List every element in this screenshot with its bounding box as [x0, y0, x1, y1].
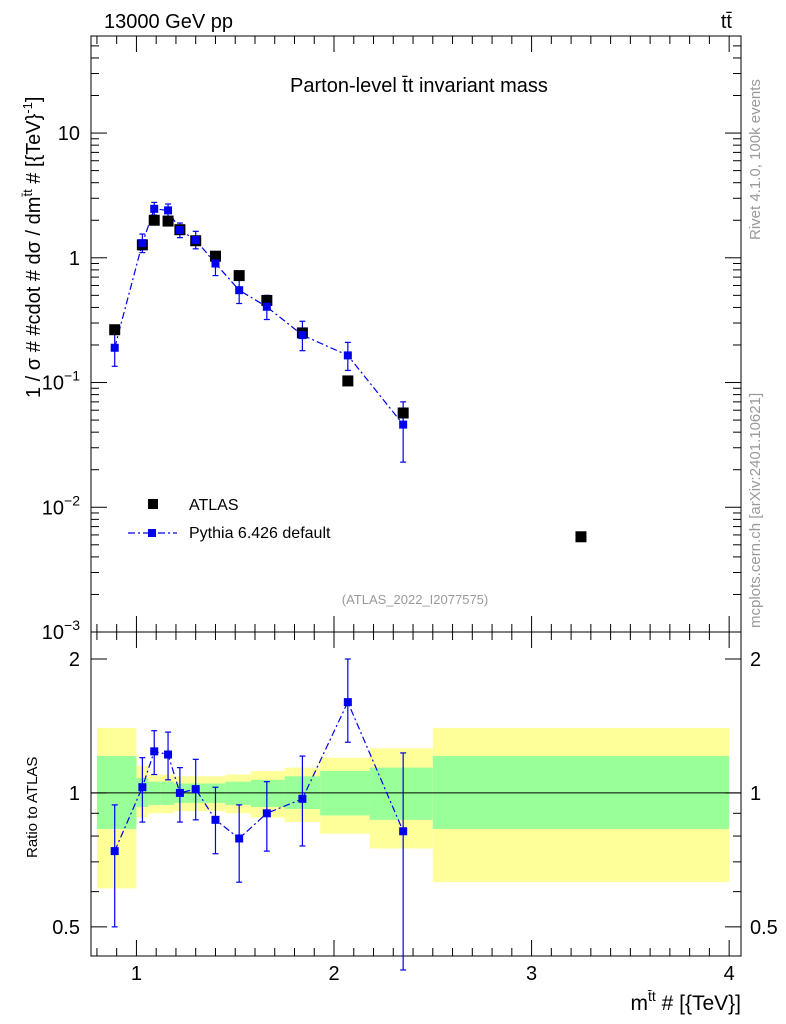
- pythia-line: [114, 208, 404, 425]
- main-plot-frame: [90, 35, 742, 633]
- atlas-point: [148, 214, 160, 226]
- ratio-pythia-point: [399, 827, 408, 836]
- x-tick-label: 3: [526, 963, 537, 985]
- pythia-point: [175, 226, 184, 235]
- main-plot-title: Parton-level t̄t invariant mass: [290, 75, 548, 97]
- ratio-pythia-point: [138, 783, 147, 792]
- main-y-axis-label-sup: t̄t: [20, 189, 35, 197]
- ratio-y-tick-label-left: 0.5: [52, 917, 80, 939]
- ratio-pythia-point: [191, 785, 200, 794]
- x-tick-label: 2: [328, 963, 339, 985]
- main-y-tick-label-base: 10: [42, 497, 64, 519]
- atlas-point: [397, 407, 409, 419]
- main-y-tick-label: 10−3: [42, 617, 80, 644]
- ratio-pythia-point: [110, 847, 119, 856]
- ratio-y-tick-label-left: 2: [69, 649, 80, 671]
- ratio-pythia-point: [343, 698, 352, 707]
- atlas-point: [261, 294, 273, 306]
- pythia-point: [150, 204, 159, 213]
- x-tick-label: 4: [724, 963, 735, 985]
- ratio-pythia-point: [298, 794, 307, 803]
- main-y-tick-label-base: 10: [42, 373, 64, 395]
- ratio-inner-band: [369, 767, 433, 820]
- atlas-point: [342, 375, 354, 387]
- pythia-point: [138, 239, 147, 248]
- ratio-plot-panel: 2 2 1 1 0.5 0.5 1 2 3 4 Ratio to ATLAS mt̄t # [{T…: [24, 631, 778, 1015]
- ratio-pythia-point: [175, 788, 184, 797]
- header-process-label: tt̄: [721, 11, 733, 33]
- main-y-axis-label-tail-sup: -1: [20, 102, 35, 114]
- pythia-point: [110, 343, 119, 352]
- main-y-tick-label-exp: −3: [64, 617, 80, 633]
- pythia-point: [211, 259, 220, 268]
- ratio-plot-frame: [90, 631, 742, 957]
- ratio-y-tick-label-right: 1: [750, 783, 761, 805]
- ratio-pythia-point: [150, 747, 159, 756]
- legend-pythia-marker: [148, 529, 156, 537]
- pythia-point: [343, 351, 352, 360]
- atlas-point: [109, 324, 121, 336]
- x-tick-label: 1: [131, 963, 142, 985]
- ratio-y-tick-label-right: 2: [750, 649, 761, 671]
- pythia-point: [164, 206, 173, 215]
- main-y-tick-label: 10: [58, 123, 80, 145]
- header-energy-label: 13000 GeV pp: [104, 11, 233, 33]
- main-y-axis-label-end: ]: [23, 97, 45, 103]
- atlas-point: [575, 531, 587, 543]
- atlas-point: [209, 250, 221, 262]
- pythia-point: [399, 420, 408, 429]
- pythia-point: [298, 331, 307, 340]
- legend-atlas-marker: [148, 499, 158, 509]
- ratio-pythia-point: [235, 834, 244, 843]
- mcplots-label: mcplots.cern.ch [arXiv:2401.10621]: [747, 393, 764, 628]
- ratio-pythia-point: [211, 815, 220, 824]
- ratio-y-tick-label-left: 1: [69, 783, 80, 805]
- legend-pythia-label: Pythia 6.426 default: [189, 525, 331, 542]
- ratio-pythia-point: [164, 750, 173, 759]
- main-y-tick-label: 1: [69, 248, 80, 270]
- main-y-tick-label: 10−1: [42, 368, 80, 395]
- x-axis-label: mt̄t # [{TeV}]: [630, 988, 741, 1015]
- main-y-tick-label-base: 10: [42, 622, 64, 644]
- ratio-y-tick-label-right: 0.5: [750, 917, 778, 939]
- legend-atlas-label: ATLAS: [189, 497, 239, 514]
- pythia-point: [262, 302, 271, 311]
- x-axis-label-sup: t̄t: [648, 988, 656, 1004]
- main-y-axis-label: 1 / σ # #cdot # dσ / dmt̄t # [{TeV}-1]: [20, 97, 45, 398]
- ratio-y-axis-label: Ratio to ATLAS: [24, 757, 41, 858]
- main-y-axis-label-text: 1 / σ # #cdot # dσ / dm: [23, 197, 45, 398]
- legend: ATLAS Pythia 6.426 default: [128, 497, 331, 542]
- ratio-pythia-point: [262, 809, 271, 818]
- pythia-point: [191, 235, 200, 244]
- x-axis-label-tail: # [{TeV}]: [656, 992, 741, 1015]
- analysis-watermark: (ATLAS_2022_I2077575): [342, 592, 488, 607]
- atlas-point: [162, 215, 174, 227]
- atlas-point: [233, 270, 245, 282]
- x-axis-label-text: m: [630, 992, 648, 1015]
- main-plot-panel: Parton-level t̄t invariant mass (ATLAS_2…: [20, 35, 742, 644]
- rivet-version-label: Rivet 4.1.0, 100k events: [747, 79, 764, 240]
- main-y-tick-label-exp: −2: [64, 492, 80, 508]
- main-y-tick-label-exp: −1: [64, 368, 80, 384]
- main-y-axis-label-tail: # [{TeV}: [23, 113, 45, 189]
- main-y-tick-label: 10−2: [42, 492, 80, 519]
- ratio-pythia-line: [114, 700, 404, 852]
- pythia-point: [235, 286, 244, 295]
